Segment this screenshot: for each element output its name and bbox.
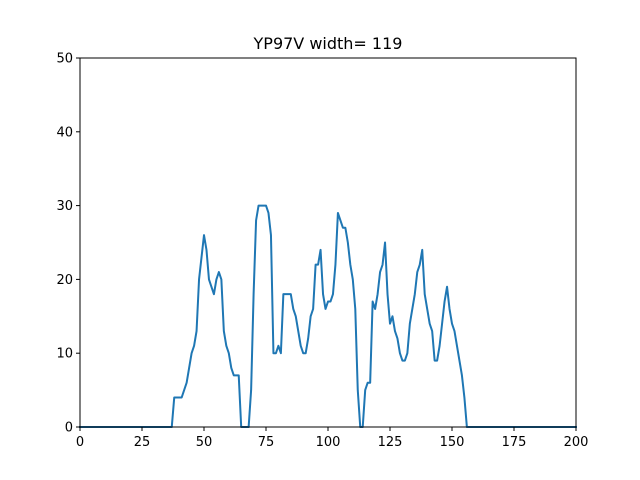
x-tick-label-6: 150 bbox=[440, 435, 465, 450]
plot-area: 0 25 50 75 100 125 150 175 200 0 10 20 30 40 50 bbox=[56, 52, 588, 451]
x-tick-label-4: 100 bbox=[316, 435, 341, 450]
x-tick-label-2: 50 bbox=[196, 435, 213, 450]
y-tick-label-4: 40 bbox=[56, 125, 73, 140]
y-tick-label-5: 50 bbox=[56, 52, 73, 67]
x-tick-label-5: 125 bbox=[378, 435, 403, 450]
chart-title: YP97V width= 119 bbox=[253, 34, 403, 53]
y-tick-label-1: 10 bbox=[56, 347, 73, 362]
y-tick-label-0: 0 bbox=[65, 421, 73, 436]
x-tick-label-7: 175 bbox=[502, 435, 527, 450]
series-line-0 bbox=[79, 204, 577, 428]
x-tick-label-0: 0 bbox=[76, 435, 84, 450]
y-tick-label-2: 20 bbox=[56, 273, 73, 288]
x-tick-label-3: 75 bbox=[258, 435, 275, 450]
x-tick-label-8: 200 bbox=[564, 435, 589, 450]
x-tick-label-1: 25 bbox=[134, 435, 151, 450]
y-tick-label-3: 30 bbox=[56, 199, 73, 214]
